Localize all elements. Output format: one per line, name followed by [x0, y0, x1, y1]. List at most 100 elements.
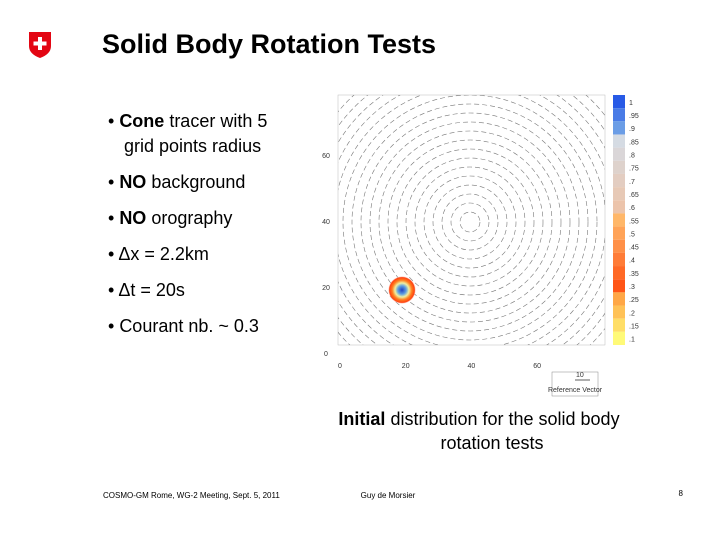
- colorbar-swatch: [613, 318, 625, 332]
- colorbar-label: .8: [629, 152, 635, 159]
- cone-tracer: [388, 276, 416, 304]
- bullet-continuation: grid points radius: [124, 136, 261, 156]
- bullet-text: orography: [146, 208, 232, 228]
- bullet-bold: NO: [119, 172, 146, 192]
- colorbar-swatch: [613, 134, 625, 148]
- flow-ring: [405, 157, 535, 287]
- bullet: • NO orography: [108, 208, 232, 228]
- reference-box: [551, 371, 599, 397]
- bullet-dot: •: [108, 280, 118, 300]
- y-tick-label: 20: [322, 285, 330, 292]
- title: Solid Body Rotation Tests: [102, 29, 436, 59]
- flow-ring: [432, 184, 508, 260]
- colorbar-swatch: [613, 305, 625, 319]
- reference-value: 10: [576, 372, 584, 379]
- colorbar-label: .95: [629, 113, 639, 120]
- colorbar-swatch: [613, 200, 625, 214]
- flow-ring: [450, 202, 490, 242]
- colorbar-label: .3: [629, 284, 635, 291]
- footer-center: Guy de Morsier: [361, 491, 416, 500]
- colorbar-label: .15: [629, 324, 639, 331]
- colorbar-label: 1: [629, 100, 633, 107]
- flow-ring: [396, 148, 544, 296]
- colorbar-swatch: [613, 95, 625, 109]
- page-number: 8: [679, 489, 684, 498]
- bullet: • NO background: [108, 172, 245, 192]
- colorbar-swatch: [613, 292, 625, 306]
- footer-left: COSMO-GM Rome, WG-2 Meeting, Sept. 5, 20…: [103, 491, 280, 500]
- colorbar-label: .9: [629, 126, 635, 133]
- bullet: • Courant nb. ~ 0.3: [108, 316, 259, 336]
- flow-ring: [342, 95, 598, 345]
- y-tick-label: 60: [322, 153, 330, 160]
- colorbar-label: .6: [629, 205, 635, 212]
- colorbar-label: .5: [629, 231, 635, 238]
- swiss-logo: [29, 32, 51, 58]
- colorbar-label: .1: [629, 337, 635, 344]
- bullet-text: Courant nb. ~ 0.3: [119, 316, 259, 336]
- colorbar-swatch: [613, 226, 625, 240]
- bullets: • Cone tracer with 5 grid points radius • …: [108, 111, 267, 336]
- colorbar: 1 .95 .9 .85 .8 .75 .7 .65 .6 .55 .5 .45 .4 .35 .3 .25.…: [613, 95, 639, 345]
- reference-label: Reference Vector: [548, 387, 603, 394]
- bullet-dot: •: [108, 111, 119, 131]
- x-tick-label: 20: [402, 363, 410, 370]
- flow-ring: [387, 139, 553, 305]
- bullet-text: tracer with 5: [164, 111, 267, 131]
- plot-frame: [337, 94, 606, 346]
- bullet-bold: Cone: [119, 111, 164, 131]
- colorbar-swatch: [613, 239, 625, 253]
- colorbar-label: .7: [629, 179, 635, 186]
- flow-ring: [360, 112, 580, 332]
- colorbar-swatch: [613, 160, 625, 174]
- bullet-bold: NO: [119, 208, 146, 228]
- caption-line: rotation tests: [440, 433, 543, 453]
- colorbar-label: .75: [629, 166, 639, 173]
- flow-ring: [378, 130, 562, 314]
- caption-line: Initial distribution for the solid body: [338, 409, 619, 429]
- bullet-text: Δt = 20s: [118, 280, 185, 300]
- colorbar-label: .35: [629, 271, 639, 278]
- flow-ring: [459, 211, 481, 233]
- colorbar-label: .55: [629, 218, 639, 225]
- colorbar-label: .65: [629, 192, 639, 199]
- y-tick-label: 40: [322, 219, 330, 226]
- flow-ring: [423, 175, 517, 269]
- x-tick-label: 40: [468, 363, 476, 370]
- flow-ring: [441, 193, 499, 251]
- figure: 1 .95 .9 .85 .8 .75 .7 .65 .6 .55 .5 .45 .4 .35 .3 .25.…: [322, 94, 639, 397]
- flow-ring: [369, 121, 571, 323]
- bullet: • Δx = 2.2km: [108, 244, 209, 264]
- colorbar-swatch: [613, 147, 625, 161]
- colorbar-swatch: [613, 252, 625, 267]
- colorbar-label: .25: [629, 297, 639, 304]
- bullet-dot: •: [108, 316, 119, 336]
- colorbar-swatch: [613, 213, 625, 227]
- bullet-text: background: [146, 172, 245, 192]
- colorbar-label: .2: [629, 310, 635, 317]
- bullet-dot: •: [108, 208, 119, 228]
- colorbar-swatch: [613, 121, 625, 135]
- bullet: • Δt = 20s: [108, 280, 185, 300]
- caption-text: distribution for the solid body: [385, 409, 619, 429]
- bullet: • Cone tracer with 5: [108, 111, 267, 131]
- x-tick-label: 60: [533, 363, 541, 370]
- flow-ring: [414, 166, 526, 278]
- vector-field: [338, 95, 605, 345]
- colorbar-label: .4: [629, 258, 635, 265]
- colorbar-swatch: [613, 331, 625, 345]
- y-tick-label: 0: [324, 351, 328, 358]
- colorbar-label: .45: [629, 245, 639, 252]
- colorbar-label: .85: [629, 139, 639, 146]
- colorbar-swatch: [613, 108, 625, 122]
- bullet-text: Δx = 2.2km: [118, 244, 209, 264]
- colorbar-swatch: [613, 187, 625, 201]
- bullet-dot: •: [108, 172, 119, 192]
- flow-ring: [351, 103, 589, 341]
- colorbar-swatch: [613, 279, 625, 293]
- bullet-dot: •: [108, 244, 118, 264]
- colorbar-swatch: [613, 266, 625, 280]
- caption-bold: Initial: [338, 409, 385, 429]
- colorbar-swatch: [613, 173, 625, 188]
